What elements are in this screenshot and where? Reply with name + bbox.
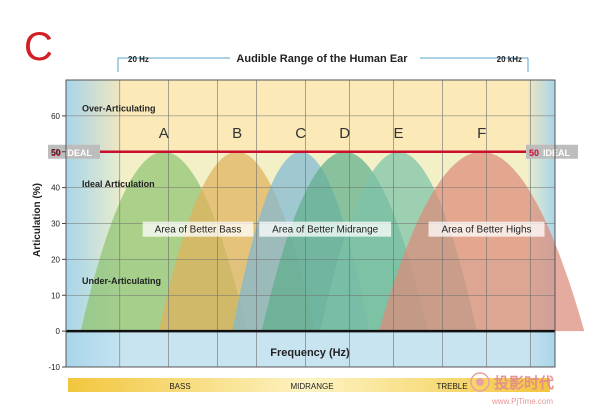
watermark: 投影时代 www.PjTime.com	[470, 372, 554, 406]
ideal-badge-left	[48, 144, 100, 159]
y-tick-label-60: 60	[51, 112, 60, 121]
y-tick-label-0: 0	[56, 327, 61, 336]
panel-label: C	[24, 25, 53, 69]
series-curve-f	[379, 151, 585, 332]
chart-title: Audible Range of the Human Ear	[236, 53, 408, 65]
series-label-a: A	[159, 125, 169, 142]
region-label-1: Area of Better Midrange	[272, 225, 379, 236]
y-axis-label: Articulation (%)	[32, 183, 43, 257]
watermark-text-cn: 投影时代	[494, 374, 554, 392]
below-zero-band	[66, 331, 555, 367]
y-tick-label-50: 50	[51, 148, 60, 157]
region-label-2: Area of Better Highs	[442, 225, 532, 236]
region-label-0: Area of Better Bass	[155, 225, 242, 236]
ideal-badge-left-text: IDEAL	[65, 148, 93, 158]
range-low-label: 20 Hz	[128, 55, 149, 64]
region-label-bg-2	[428, 221, 545, 237]
watermark-logo-icon	[470, 372, 490, 392]
series-label-c: C	[295, 125, 306, 142]
y-tick-label-30: 30	[51, 220, 60, 229]
band-bar-label-midrange: MIDRANGE	[290, 382, 333, 391]
zone-label-2: Under-Articulating	[82, 276, 161, 286]
band-bar-label-treble: TREBLE	[436, 382, 467, 391]
zone-label-0: Over-Articulating	[82, 104, 156, 114]
y-tick-label-40: 40	[51, 184, 60, 193]
series-label-b: B	[232, 125, 242, 142]
band-bar-label-bass: BASS	[169, 382, 190, 391]
watermark-url: www.PjTime.com	[491, 397, 553, 406]
ideal-badge-right-value: 50	[529, 148, 539, 158]
band-bar	[68, 378, 550, 392]
y-tick-label--10: -10	[48, 363, 60, 372]
series-label-f: F	[477, 125, 486, 142]
region-label-bg-0	[142, 221, 254, 237]
series-label-e: E	[394, 125, 404, 142]
y-tick-label-10: 10	[51, 291, 60, 300]
x-axis-label: Frequency (Hz)	[270, 347, 350, 359]
range-high-label: 20 kHz	[497, 55, 522, 64]
series-label-d: D	[339, 125, 350, 142]
audible-range-bracket	[117, 57, 529, 72]
region-label-bg-1	[259, 221, 392, 237]
ideal-badge-left-value: 50	[51, 148, 61, 158]
zone-label-1: Ideal Articulation	[82, 179, 155, 189]
ideal-badge-right-text: IDEAL	[543, 148, 571, 158]
plot-frame	[65, 79, 556, 368]
y-tick-label-20: 20	[51, 255, 60, 264]
ideal-badge-right	[526, 144, 578, 159]
